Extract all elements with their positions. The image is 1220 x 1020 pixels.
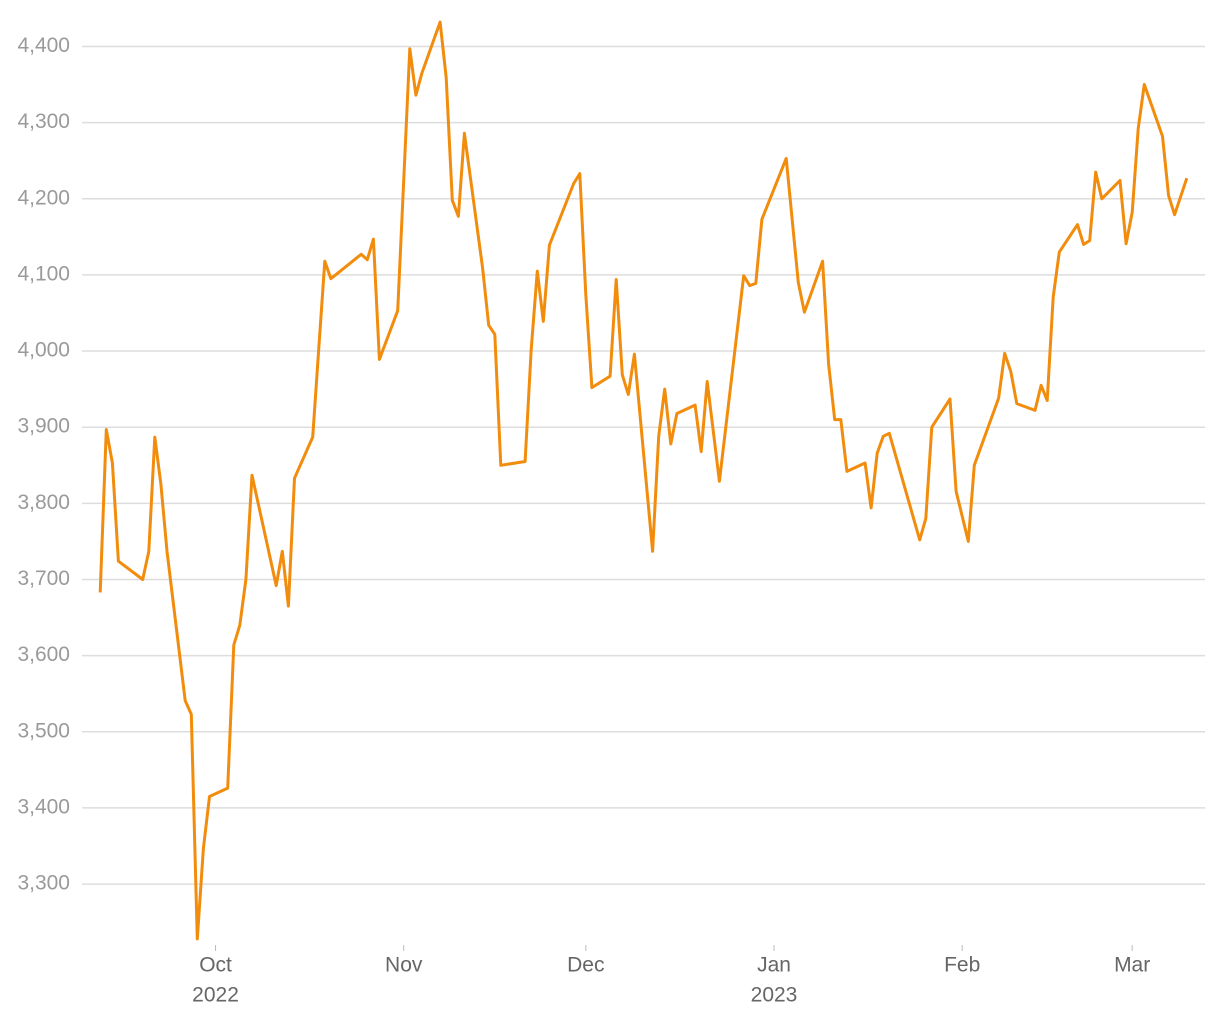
y-tick-label: 4,400: [17, 34, 70, 57]
x-tick-label: Nov: [385, 954, 423, 977]
x-tick-label: Feb: [944, 954, 980, 977]
y-tick-label: 3,400: [17, 795, 70, 818]
x-tick-year: 2023: [751, 984, 798, 1007]
price-line: [98, 20, 1189, 941]
y-tick-label: 4,100: [17, 262, 70, 285]
x-tick-label: Jan: [757, 954, 791, 977]
y-tick-label: 3,700: [17, 567, 70, 590]
x-tick-label: Oct: [199, 954, 232, 977]
y-tick-label: 3,500: [17, 719, 70, 742]
x-tick-label: Mar: [1114, 954, 1150, 977]
y-tick-label: 4,300: [17, 110, 70, 133]
y-tick-label: 4,200: [17, 186, 70, 209]
y-tick-label: 3,300: [17, 872, 70, 895]
y-tick-label: 3,900: [17, 415, 70, 438]
x-tick-year: 2022: [192, 984, 239, 1007]
x-tick-label: Dec: [567, 954, 604, 977]
y-tick-label: 4,000: [17, 339, 70, 362]
y-tick-label: 3,800: [17, 491, 70, 514]
y-tick-label: 3,600: [17, 643, 70, 666]
